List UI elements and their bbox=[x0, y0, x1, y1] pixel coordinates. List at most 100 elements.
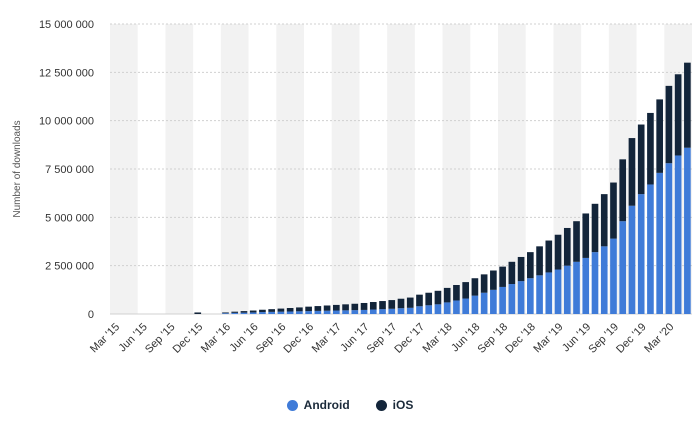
bar-ios bbox=[563, 227, 571, 266]
bar-ios bbox=[249, 310, 257, 313]
legend-item-ios[interactable]: iOS bbox=[375, 398, 414, 412]
bar-ios bbox=[268, 309, 275, 312]
bar-android bbox=[231, 312, 239, 314]
bar-ios bbox=[517, 256, 525, 282]
bar-ios bbox=[637, 124, 645, 195]
bar-android bbox=[619, 221, 627, 314]
y-tick-label: 15 000 000 bbox=[39, 19, 94, 31]
x-tick-label: Mar '16 bbox=[199, 321, 233, 355]
legend: Android iOS bbox=[0, 398, 700, 412]
legend-label-ios: iOS bbox=[392, 398, 414, 412]
bar-android bbox=[656, 172, 663, 314]
bar-android bbox=[222, 313, 229, 314]
bar-android bbox=[508, 284, 516, 314]
bar-android bbox=[240, 312, 248, 314]
y-axis-ticks: 0 2 500 000 5 000 000 7 500 000 10 000 000 12… bbox=[39, 19, 94, 321]
android-swatch-icon bbox=[286, 399, 298, 411]
bar-android bbox=[379, 309, 386, 314]
bar-ios bbox=[406, 297, 414, 308]
bar-ios bbox=[656, 99, 663, 173]
bar-android bbox=[323, 310, 331, 314]
bar-android bbox=[665, 163, 673, 314]
bar-android bbox=[388, 308, 396, 314]
bars bbox=[194, 62, 691, 314]
bar-ios bbox=[194, 312, 202, 314]
bar-android bbox=[333, 310, 340, 314]
bar-android bbox=[674, 155, 682, 314]
x-tick-label: Sep '19 bbox=[586, 321, 621, 356]
bar-android bbox=[499, 286, 506, 314]
bar-ios bbox=[480, 274, 488, 293]
y-tick-label: 2 500 000 bbox=[45, 261, 94, 273]
bar-android bbox=[545, 272, 553, 314]
bar-android bbox=[684, 147, 691, 314]
x-tick-label: Sep '18 bbox=[476, 321, 511, 356]
bar-ios bbox=[628, 138, 636, 206]
x-tick-label: Mar '17 bbox=[310, 321, 344, 355]
bar-ios bbox=[434, 290, 442, 305]
bar-android bbox=[536, 275, 543, 314]
bar-ios bbox=[573, 221, 580, 262]
bar-android bbox=[406, 307, 414, 314]
bar-ios bbox=[462, 282, 469, 299]
x-tick-label: Mar '15 bbox=[88, 321, 122, 355]
bar-ios bbox=[453, 285, 460, 301]
bar-android bbox=[591, 252, 599, 314]
bar-ios bbox=[591, 203, 599, 253]
bar-android bbox=[610, 238, 617, 314]
bar-ios bbox=[397, 298, 405, 309]
bar-ios bbox=[240, 311, 248, 313]
bar-android bbox=[425, 305, 433, 314]
bar-ios bbox=[665, 85, 673, 164]
bar-ios bbox=[286, 308, 294, 312]
bar-ios bbox=[369, 302, 377, 310]
bar-ios bbox=[259, 309, 266, 313]
bar-android bbox=[314, 310, 322, 314]
bar-ios bbox=[351, 303, 359, 311]
x-tick-label: Dec '15 bbox=[171, 321, 206, 356]
bar-ios bbox=[379, 301, 386, 310]
bar-android bbox=[647, 184, 654, 314]
bar-ios bbox=[684, 62, 691, 148]
bar-android bbox=[360, 309, 368, 314]
bar-android bbox=[369, 309, 377, 314]
x-tick-label: Mar '20 bbox=[642, 321, 676, 355]
bar-android bbox=[563, 265, 571, 314]
x-tick-label: Mar '18 bbox=[421, 321, 455, 355]
x-tick-label: Sep '16 bbox=[254, 321, 289, 356]
bar-android bbox=[554, 269, 562, 314]
bar-ios bbox=[416, 294, 423, 307]
bar-android bbox=[268, 311, 275, 314]
bar-android bbox=[434, 304, 442, 314]
bar-android bbox=[305, 311, 312, 314]
bar-android bbox=[342, 310, 349, 314]
bar-ios bbox=[527, 252, 534, 279]
bar-ios bbox=[647, 112, 654, 185]
bar-android bbox=[296, 311, 303, 314]
bar-ios bbox=[360, 302, 368, 310]
bar-ios bbox=[305, 306, 312, 312]
x-tick-label: Sep '17 bbox=[365, 321, 400, 356]
y-tick-label: 7 500 000 bbox=[45, 164, 94, 176]
bar-ios bbox=[342, 304, 349, 311]
x-tick-label: Sep '15 bbox=[143, 321, 178, 356]
x-tick-label: Dec '16 bbox=[282, 321, 317, 356]
bar-ios bbox=[388, 300, 396, 309]
x-tick-label: Mar '19 bbox=[531, 321, 565, 355]
bar-ios bbox=[425, 292, 433, 306]
bar-ios bbox=[582, 213, 590, 258]
bar-ios bbox=[490, 270, 497, 290]
legend-item-android[interactable]: Android bbox=[286, 398, 350, 412]
bar-ios bbox=[674, 74, 682, 156]
bar-android bbox=[443, 302, 451, 314]
bar-android bbox=[351, 310, 359, 314]
bar-android bbox=[286, 311, 294, 314]
x-tick-label: Dec '19 bbox=[614, 321, 649, 356]
bar-ios bbox=[471, 278, 479, 296]
bar-ios bbox=[231, 311, 239, 313]
y-axis-label: Number of downloads bbox=[12, 120, 23, 217]
y-tick-label: 0 bbox=[88, 309, 94, 321]
legend-label-android: Android bbox=[303, 398, 350, 412]
